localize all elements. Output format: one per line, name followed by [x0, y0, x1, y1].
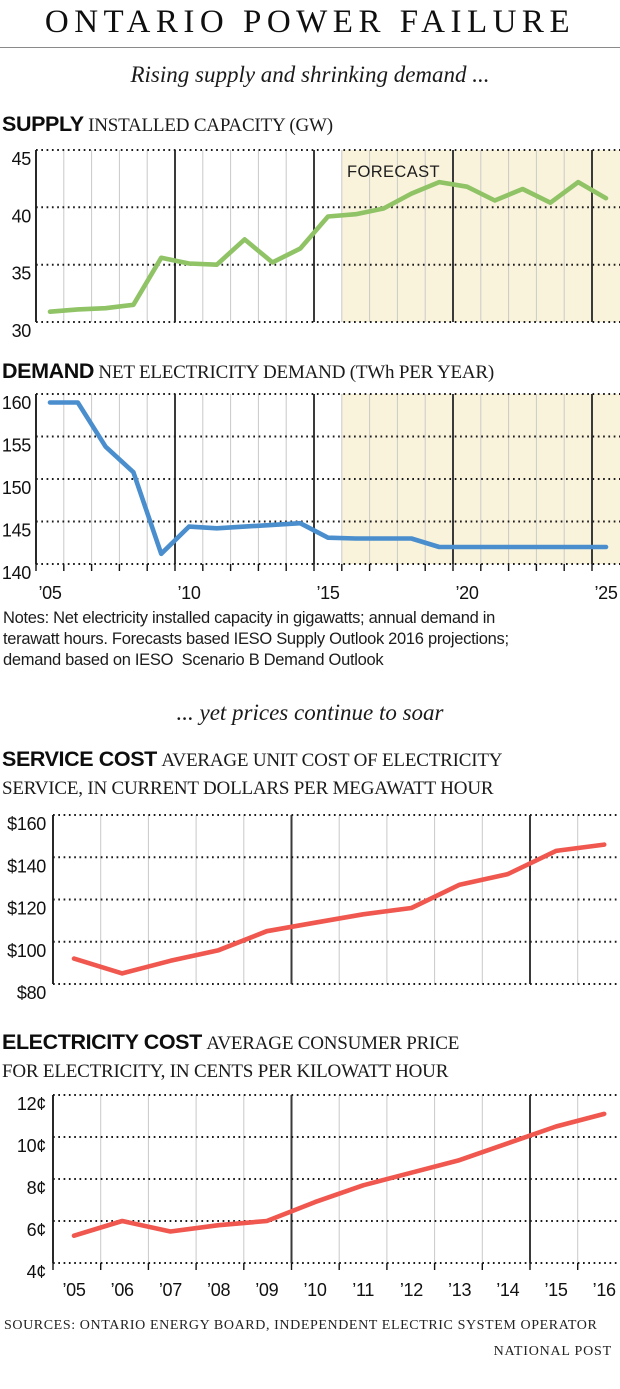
service-y-tick-label: $160 [7, 814, 46, 834]
electricity-x-tick-label: ’11 [352, 1280, 374, 1300]
service-cost-section-desc-line1: AVERAGE UNIT COST OF ELECTRICITY [161, 750, 503, 771]
demand-y-tick-label: 160 [2, 393, 31, 413]
electricity-x-tick-label: ’13 [448, 1280, 471, 1300]
demand-y-tick-label: 155 [2, 436, 31, 456]
electricity-x-tick-label: ’12 [400, 1280, 423, 1300]
electricity-x-tick-label: ’06 [111, 1280, 134, 1300]
supply-line [47, 179, 609, 315]
service-cost-section-header: SERVICE COST AVERAGE UNIT COST OF ELECTR… [2, 746, 502, 803]
demand-x-tick-label: ’20 [455, 583, 478, 603]
supply-chart: 45 40 35 30 FORECAST [12, 149, 620, 341]
electricity-x-tick-label: ’09 [255, 1280, 278, 1300]
credit-national-post: NATIONAL POST [493, 1344, 612, 1359]
service-line [71, 842, 607, 976]
note-line-1: Notes: Net electricity installed capacit… [3, 609, 496, 627]
electricity-x-tick-label: ’10 [303, 1280, 326, 1300]
electricity-line [71, 1111, 607, 1238]
service-y-tick-label: $100 [7, 941, 46, 961]
electricity-cost-section-desc-line1: AVERAGE CONSUMER PRICE [206, 1033, 460, 1054]
chart-notes: Notes: Net electricity installed capacit… [3, 608, 509, 671]
subtitle-prices: ... yet prices continue to soar [176, 700, 444, 725]
electricity-x-tick-label: ’05 [62, 1280, 85, 1300]
demand-x-tick-label: ’15 [316, 583, 339, 603]
service-cost-section-title: SERVICE COST [2, 747, 157, 771]
electricity-cost-section-header: ELECTRICITY COST AVERAGE CONSUMER PRICE … [2, 1029, 459, 1086]
electricity-x-tick-label: ’07 [159, 1280, 182, 1300]
supply-section-header: SUPPLY INSTALLED CAPACITY (GW) [2, 111, 333, 140]
electricity-cost-section-title: ELECTRICITY COST [2, 1030, 202, 1054]
demand-x-tick-label: ’10 [177, 583, 200, 603]
service-cost-section-desc-line2: SERVICE, IN CURRENT DOLLARS PER MEGAWATT… [2, 778, 494, 799]
electricity-x-tick-label: ’14 [496, 1280, 519, 1300]
service-y-tick-label: $140 [7, 856, 46, 876]
electricity-y-tick-label: 6¢ [27, 1220, 46, 1240]
electricity-y-tick-label: 8¢ [27, 1178, 46, 1198]
supply-y-tick-label: 30 [12, 321, 32, 341]
demand-chart: 160 155 150 145 140 ’05 ’10 ’15 ’20 ’25 [2, 393, 620, 603]
demand-x-tick-label: ’25 [594, 583, 617, 603]
service-y-tick-label: $120 [7, 899, 46, 919]
page-title: ONTARIO POWER FAILURE [44, 4, 576, 40]
service-y-tick-label: $80 [17, 983, 46, 1003]
demand-section-desc: NET ELECTRICITY DEMAND (TWh PER YEAR) [98, 362, 495, 383]
demand-line [47, 400, 609, 557]
supply-y-tick-label: 35 [12, 264, 32, 284]
sources-line: SOURCES: ONTARIO ENERGY BOARD, INDEPENDE… [4, 1318, 598, 1333]
demand-section-header: DEMAND NET ELECTRICITY DEMAND (TWh PER Y… [2, 358, 494, 387]
electricity-x-tick-label: ’15 [544, 1280, 567, 1300]
demand-section-title: DEMAND [2, 359, 94, 383]
supply-section-title: SUPPLY [2, 112, 84, 136]
supply-y-tick-label: 45 [12, 149, 32, 169]
supply-section-desc: INSTALLED CAPACITY (GW) [88, 115, 333, 136]
demand-y-tick-label: 150 [2, 478, 31, 498]
electricity-x-tick-label: ’08 [207, 1280, 230, 1300]
note-line-2: terawatt hours. Forecasts based IESO Sup… [3, 630, 509, 648]
title-divider [0, 47, 620, 48]
electricity-y-tick-label: 10¢ [17, 1136, 46, 1156]
note-line-3: demand based on IESO Scenario B Demand O… [3, 651, 384, 669]
electricity-x-tick-label: ’16 [593, 1280, 616, 1300]
forecast-label: FORECAST [347, 163, 440, 181]
demand-y-tick-label: 140 [2, 563, 31, 583]
service-chart: $160 $140 $120 $100 $80 [7, 814, 620, 1003]
subtitle-supply-demand: Rising supply and shrinking demand ... [130, 62, 490, 87]
electricity-chart: 12¢ 10¢ 8¢ 6¢ 4¢ ’05 ’06 ’07 ’08 ’09 ’10 ’11 ’12 ’13 ’… [17, 1094, 620, 1300]
electricity-y-tick-label: 4¢ [27, 1262, 46, 1282]
electricity-cost-section-desc-line2: FOR ELECTRICITY, IN CENTS PER KILOWATT H… [2, 1061, 449, 1082]
supply-y-tick-label: 40 [12, 206, 32, 226]
demand-y-tick-label: 145 [2, 521, 31, 541]
electricity-y-tick-label: 12¢ [17, 1094, 46, 1114]
demand-x-tick-label: ’05 [38, 583, 61, 603]
